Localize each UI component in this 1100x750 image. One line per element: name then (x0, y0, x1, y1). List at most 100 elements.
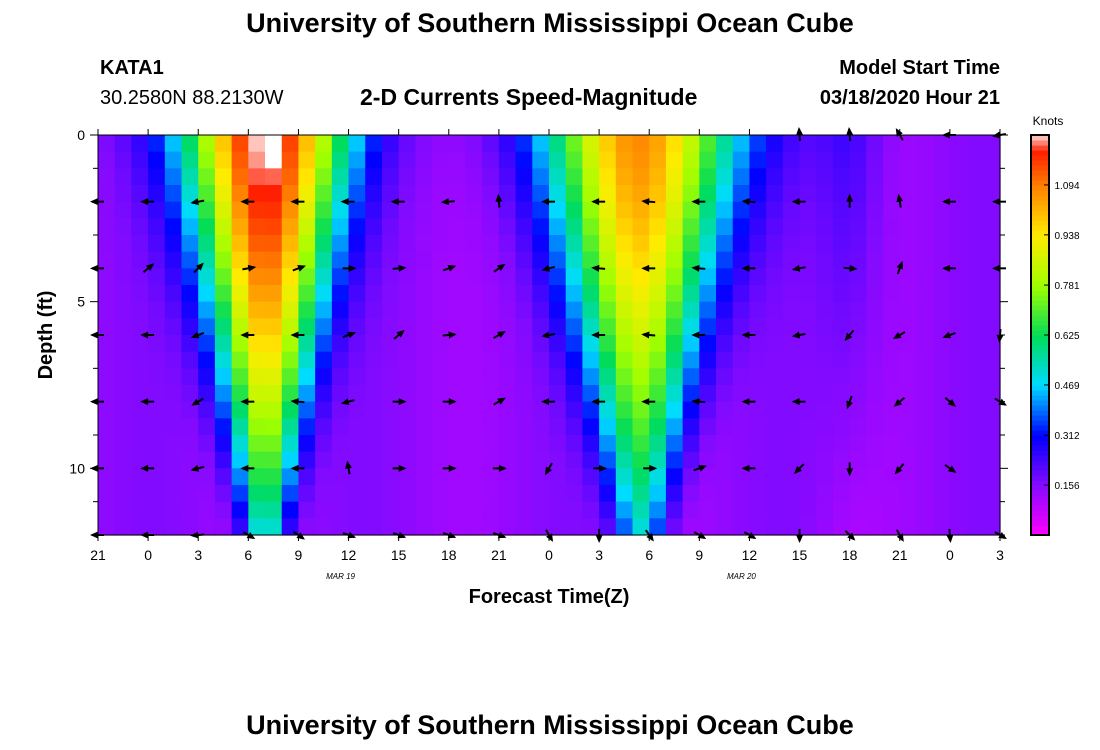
heatmap-cell (665, 285, 684, 303)
heatmap-cell (465, 468, 483, 486)
heatmap-cell (766, 401, 784, 419)
heatmap-cell (582, 168, 600, 186)
heatmap-cell (365, 268, 383, 286)
heatmap-cell (665, 151, 684, 169)
heatmap-cell (448, 268, 467, 286)
heatmap-cell (615, 468, 634, 486)
current-arrowhead (741, 264, 750, 272)
current-arrowhead (641, 331, 650, 339)
heatmap-cell (98, 168, 116, 186)
heatmap-cell (365, 501, 383, 519)
heatmap-cell (348, 385, 366, 403)
heatmap-cell (782, 235, 801, 253)
heatmap-cell (515, 351, 533, 369)
heatmap-cell (883, 485, 901, 503)
heatmap-cell (665, 318, 684, 336)
heatmap-cell (398, 185, 416, 203)
heatmap-cell (816, 368, 834, 386)
heatmap-cell (248, 301, 266, 319)
heatmap-cell (682, 251, 700, 269)
heatmap-cell (498, 151, 517, 169)
heatmap-cell (782, 285, 801, 303)
heatmap-cell (164, 385, 183, 403)
heatmap-cell (432, 401, 450, 419)
x-tick-label: 12 (341, 547, 357, 563)
heatmap-cell (331, 151, 350, 169)
heatmap-cell (198, 201, 216, 219)
heatmap-cell (231, 518, 249, 536)
current-arrowhead (495, 193, 503, 202)
heatmap-cell (432, 268, 450, 286)
heatmap-cell (131, 418, 149, 436)
heatmap-cell (832, 235, 851, 253)
heatmap-cell (381, 385, 400, 403)
heatmap-cell (615, 151, 634, 169)
current-arrowhead (345, 460, 353, 469)
heatmap-cell (682, 518, 700, 536)
heatmap-cell (766, 335, 784, 353)
heatmap-cell (482, 301, 500, 319)
heatmap-cell (381, 151, 400, 169)
heatmap-cell (832, 385, 851, 403)
heatmap-cell (348, 268, 366, 286)
heatmap-cell (632, 168, 650, 186)
heatmap-cell (582, 435, 600, 453)
heatmap-cell (98, 485, 116, 503)
heatmap-cell (632, 335, 650, 353)
current-arrowhead (340, 398, 350, 406)
colorbar-segment (1031, 525, 1049, 531)
heatmap-cell (866, 218, 884, 236)
heatmap-cell (482, 351, 500, 369)
heatmap-cell (131, 151, 149, 169)
heatmap-cell (98, 335, 116, 353)
heatmap-cell (766, 468, 784, 486)
heatmap-cell (832, 485, 851, 503)
heatmap-cell (782, 318, 801, 336)
heatmap-cell (331, 218, 350, 236)
heatmap-cell (549, 368, 567, 386)
heatmap-cell (883, 201, 901, 219)
heatmap-cell (866, 418, 884, 436)
colorbar-segment (1031, 240, 1049, 246)
heatmap-cell (549, 485, 567, 503)
heatmap-cell (799, 268, 817, 286)
heatmap-cell (381, 351, 400, 369)
current-arrowhead (140, 398, 149, 406)
heatmap-cell (799, 401, 817, 419)
heatmap-cell (766, 485, 784, 503)
heatmap-cell (415, 335, 433, 353)
heatmap-cell (649, 468, 667, 486)
heatmap-cell (699, 401, 717, 419)
heatmap-cell (398, 518, 416, 536)
colorbar-segment (1031, 480, 1049, 486)
current-arrowhead (894, 466, 903, 475)
heatmap-cell (365, 218, 383, 236)
heatmap-cell (983, 251, 1001, 269)
heatmap-cell (766, 368, 784, 386)
heatmap-cell (432, 351, 450, 369)
heatmap-cell (482, 451, 500, 469)
heatmap-cell (665, 485, 684, 503)
heatmap-cell (899, 501, 918, 519)
heatmap-cell (899, 218, 918, 236)
heatmap-cell (732, 335, 751, 353)
heatmap-cell (315, 401, 333, 419)
heatmap-cell (732, 318, 751, 336)
colorbar-segment (1031, 280, 1049, 286)
heatmap-cell (699, 301, 717, 319)
heatmap-cell (181, 301, 199, 319)
heatmap-cell (164, 135, 183, 153)
heatmap-cell (782, 335, 801, 353)
heatmap-cell (866, 151, 884, 169)
heatmap-cell (632, 451, 650, 469)
heatmap-cell (298, 151, 316, 169)
heatmap-cell (398, 218, 416, 236)
heatmap-cell (749, 351, 767, 369)
heatmap-cell (565, 235, 584, 253)
heatmap-cell (381, 285, 400, 303)
heatmap-cell (883, 318, 901, 336)
current-arrowhead (791, 264, 801, 272)
heatmap-cell (432, 301, 450, 319)
current-arrowhead (741, 331, 750, 339)
heatmap-cell (248, 168, 266, 186)
